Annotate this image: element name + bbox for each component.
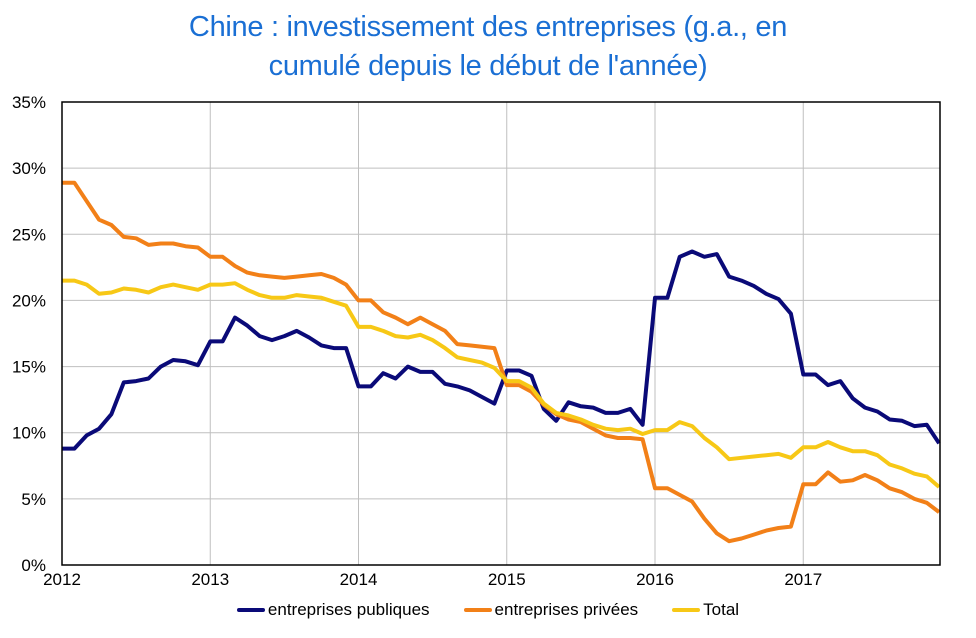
x-tick-label: 2016: [636, 570, 674, 589]
legend-label-total: Total: [703, 600, 740, 619]
legend-swatch-privees: [463, 608, 492, 612]
x-tick-label: 2017: [784, 570, 822, 589]
x-tick-label: 2013: [191, 570, 229, 589]
y-axis-ticks: 0% 5% 10% 15% 20% 25% 30% 35%: [12, 93, 46, 575]
y-tick-label: 25%: [12, 225, 46, 244]
y-tick-label: 0%: [21, 556, 46, 575]
y-tick-label: 10%: [12, 424, 46, 443]
chart-title-line-1: Chine : investissement des entreprises (…: [188, 11, 788, 43]
plot-border: [61, 101, 941, 566]
legend-label-publiques: entreprises publiques: [267, 600, 430, 619]
legend: entreprises publiques entreprises privée…: [0, 600, 976, 620]
chart-title: Chine : investissement des entreprises (…: [0, 8, 976, 86]
series-line-total: [62, 278, 941, 489]
line-chart: 0%5%10%15%20%25%30%35% 2012 2013 2014 2015 2…: [12, 93, 941, 589]
y-tick-label: 20%: [12, 291, 46, 310]
legend-item-publiques[interactable]: entreprises publiques: [236, 600, 430, 620]
legend-item-privees[interactable]: entreprises privées: [463, 600, 639, 620]
y-tick-label: 35%: [12, 93, 46, 112]
x-tick-label: 2012: [43, 570, 81, 589]
grid: [62, 102, 940, 565]
series-line-publiques: [62, 249, 941, 451]
chart-title-line-2: cumulé depuis le début de l'année): [268, 50, 708, 82]
x-axis-ticks: 2012 2013 2014 2015 2016 2017: [43, 570, 822, 589]
legend-swatch-publiques: [236, 608, 265, 612]
legend-item-total[interactable]: Total: [672, 600, 739, 620]
legend-label-privees: entreprises privées: [494, 600, 639, 619]
series-line-privees: [62, 180, 941, 544]
y-tick-label: 30%: [12, 159, 46, 178]
x-tick-label: 2014: [340, 570, 378, 589]
y-tick-label: 15%: [12, 358, 46, 377]
legend-swatch-total: [672, 608, 701, 612]
y-tick-label: 5%: [21, 490, 46, 509]
series-lines: [62, 180, 941, 544]
x-tick-label: 2015: [488, 570, 526, 589]
